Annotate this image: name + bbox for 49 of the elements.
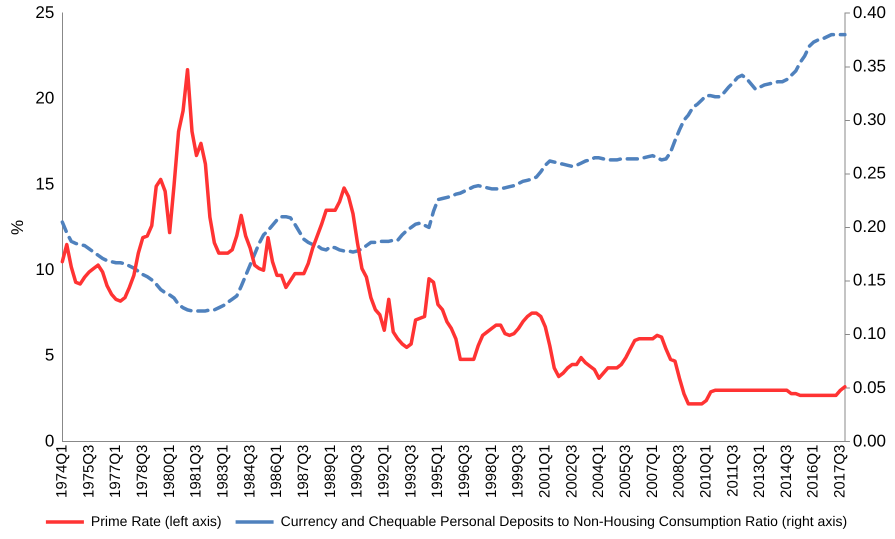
- x-tick-label: 2007Q1: [644, 444, 661, 498]
- x-tick-label: 1989Q1: [322, 444, 339, 498]
- x-tick-label: 1975Q3: [80, 444, 98, 498]
- x-tick-label: 2005Q3: [616, 444, 634, 498]
- x-tick-label: 1986Q1: [268, 444, 286, 498]
- y2-tick-label: 0.10: [852, 324, 886, 344]
- x-tick-label: 2017Q3: [832, 444, 849, 498]
- x-tick-label: 1998Q1: [482, 444, 500, 498]
- y2-tick-label: 0.20: [852, 217, 886, 236]
- x-tick-label: 2011Q3: [724, 444, 742, 497]
- y-tick-label: 0: [44, 431, 54, 450]
- y-tick-label: 5: [44, 346, 54, 365]
- y2-tick-label: 0.25: [852, 164, 886, 183]
- x-tick-label: 1984Q3: [241, 444, 258, 498]
- x-tick-label: 1974Q1: [53, 444, 70, 498]
- y-tick-label: 10: [35, 260, 54, 279]
- x-tick-label: 2013Q1: [751, 444, 768, 498]
- line-series: [60, 32, 847, 313]
- x-tick-label: 1977Q1: [107, 444, 124, 498]
- x-tick-label: 1978Q3: [134, 444, 151, 498]
- x-tick-label: 2010Q1: [697, 444, 714, 498]
- x-tick-label: 2002Q3: [563, 444, 580, 498]
- x-tick-label: 2014Q3: [778, 444, 795, 498]
- y-tick-label: 20: [35, 88, 54, 108]
- x-tick-label: 1996Q3: [456, 444, 473, 498]
- x-tick-label: 1981Q3: [188, 444, 205, 498]
- y-tick-label: 25: [35, 2, 54, 22]
- x-tick-label: 1980Q1: [160, 444, 178, 498]
- x-tick-label: 2004Q1: [590, 444, 608, 498]
- y2-tick-label: 0.05: [852, 378, 886, 397]
- x-tick-label: 2016Q1: [804, 444, 822, 498]
- y2-tick-label: 0.00: [852, 431, 886, 450]
- x-tick-label: 1995Q1: [429, 444, 446, 498]
- legend-label: Prime Rate (left axis): [90, 512, 222, 529]
- x-tick-label: 2008Q3: [670, 444, 688, 498]
- x-tick-label: 1992Q1: [375, 444, 392, 498]
- x-tick-label: 1990Q3: [348, 444, 366, 498]
- legend-label: Currency and Chequable Personal Deposits to Non-Housing Consumption Ratio (right axis): [280, 512, 848, 529]
- y2-tick-label: 0.35: [852, 56, 886, 76]
- y2-tick-label: 0.15: [852, 270, 886, 290]
- y2-tick-label: 0.30: [852, 110, 886, 129]
- x-tick-label: 2001Q1: [536, 444, 554, 498]
- y-axis-title: %: [8, 220, 27, 235]
- y2-tick-label: 0.40: [852, 2, 886, 22]
- x-tick-label: 1993Q3: [402, 444, 420, 498]
- y-tick-label: 15: [35, 174, 54, 194]
- x-tick-label: 1987Q3: [294, 444, 312, 498]
- x-tick-label: 1999Q3: [510, 444, 527, 498]
- x-tick-label: 1983Q1: [214, 444, 232, 498]
